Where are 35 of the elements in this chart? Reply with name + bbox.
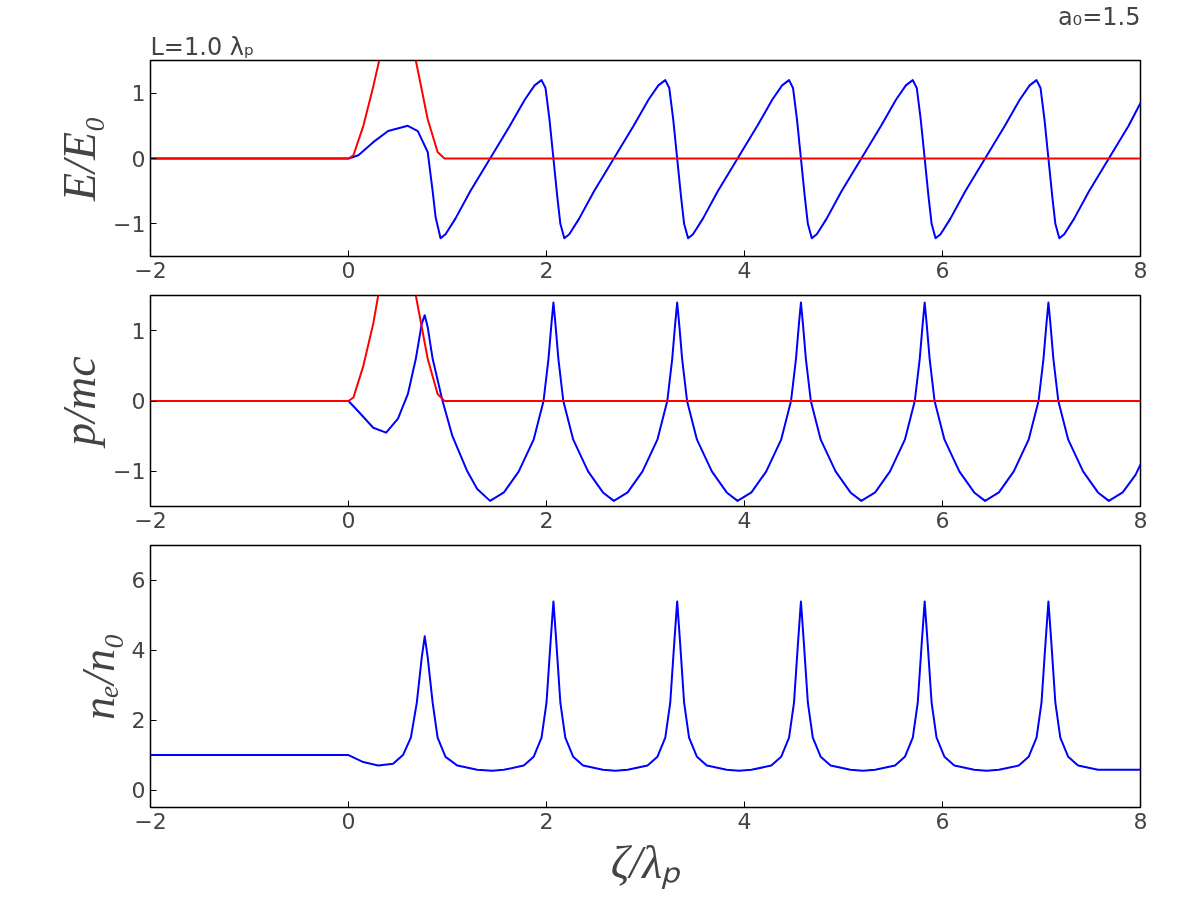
x-tick-label: −2 — [134, 257, 167, 283]
y-tick-label: 0 — [131, 146, 146, 172]
line-series — [150, 600, 1141, 772]
x-tick-label: 6 — [935, 257, 950, 283]
y-tick-label: 0 — [131, 778, 146, 804]
x-tick-label: 0 — [341, 808, 356, 834]
y-tick-label: −1 — [113, 211, 146, 237]
x-tick-label: 8 — [1133, 257, 1148, 283]
x-tick-label: 6 — [935, 808, 950, 834]
y-tick-label: 0 — [131, 389, 146, 414]
x-tick-label: 8 — [1133, 507, 1148, 533]
x-tick-label: 4 — [737, 257, 752, 283]
x-tick-label: −2 — [134, 808, 167, 834]
x-tick-label: 2 — [539, 808, 554, 834]
x-tick-label: 4 — [737, 507, 752, 533]
x-tick-label: 4 — [737, 808, 752, 834]
x-tick-label: 0 — [341, 257, 356, 283]
x-tick-label: 2 — [539, 507, 554, 533]
x-tick-label: 6 — [935, 507, 950, 533]
x-axis-title: ζ/λₚ — [610, 836, 682, 890]
text: L=1.0 λₚ — [150, 32, 255, 61]
y-axis-title: nₑ/n₀ — [72, 633, 124, 720]
y-tick-label: 4 — [131, 638, 146, 664]
x-tick-label: 0 — [341, 507, 356, 533]
y-tick-label: 2 — [131, 708, 146, 734]
y-tick-label: 6 — [131, 568, 146, 594]
x-tick-label: 2 — [539, 257, 554, 283]
y-axis-title: p/mc — [54, 356, 106, 449]
x-tick-label: −2 — [134, 507, 167, 533]
y-tick-label: 1 — [131, 81, 146, 107]
y-tick-label: −1 — [113, 459, 146, 485]
x-tick-label: 8 — [1133, 808, 1148, 834]
y-axis-title: E/E₀ — [54, 116, 106, 202]
text: a₀=1.5 — [1057, 2, 1141, 31]
y-tick-label: 1 — [131, 318, 146, 344]
